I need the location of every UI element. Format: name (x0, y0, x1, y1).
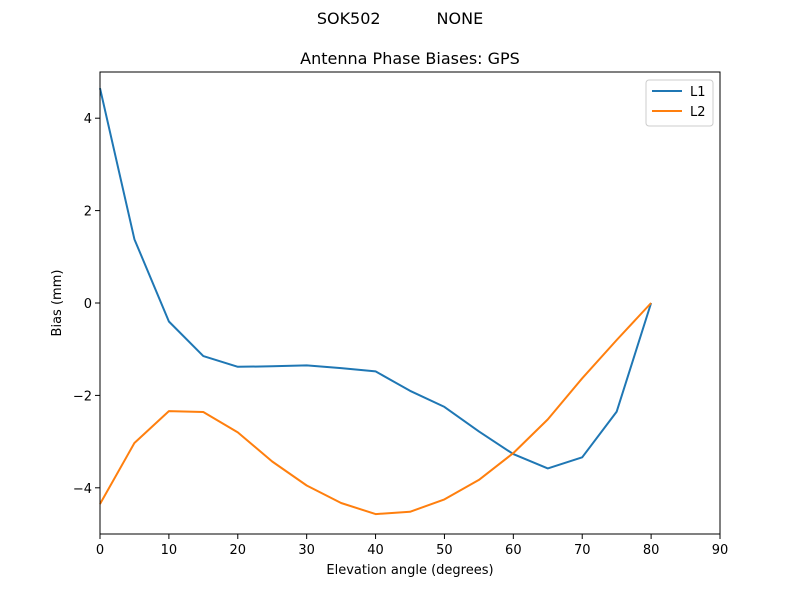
series-line-l1 (99, 87, 653, 470)
y-axis: −4 −2 0 2 4 (73, 112, 100, 497)
x-tick-label: 80 (643, 543, 660, 558)
legend: L1 L2 (645, 79, 714, 127)
legend-label-l2: L2 (690, 105, 706, 120)
chart-title: Antenna Phase Biases: GPS (300, 49, 520, 68)
x-tick-label: 10 (161, 543, 178, 558)
y-tick-label: −4 (73, 482, 92, 497)
x-axis: 0 10 20 30 40 50 60 70 80 90 (96, 534, 728, 558)
x-tick-label: 70 (574, 543, 591, 558)
x-axis-label: Elevation angle (degrees) (326, 563, 493, 578)
x-tick-label: 60 (505, 543, 522, 558)
y-tick-label: 0 (84, 297, 92, 312)
series-layer (99, 87, 653, 516)
y-tick-label: 4 (84, 112, 92, 127)
x-tick-label: 40 (367, 543, 384, 558)
legend-label-l1: L1 (690, 85, 706, 100)
y-axis-label: Bias (mm) (50, 270, 65, 337)
x-tick-label: 20 (230, 543, 247, 558)
x-tick-label: 0 (96, 543, 104, 558)
x-tick-label: 30 (298, 543, 315, 558)
x-tick-label: 50 (436, 543, 453, 558)
y-tick-label: 2 (84, 205, 92, 220)
plot-area-frame (99, 71, 721, 535)
x-tick-label: 90 (712, 543, 729, 558)
y-tick-label: −2 (73, 389, 92, 404)
figure-suptitle: SOK502 NONE (316, 9, 484, 28)
series-line-l2 (99, 302, 652, 516)
